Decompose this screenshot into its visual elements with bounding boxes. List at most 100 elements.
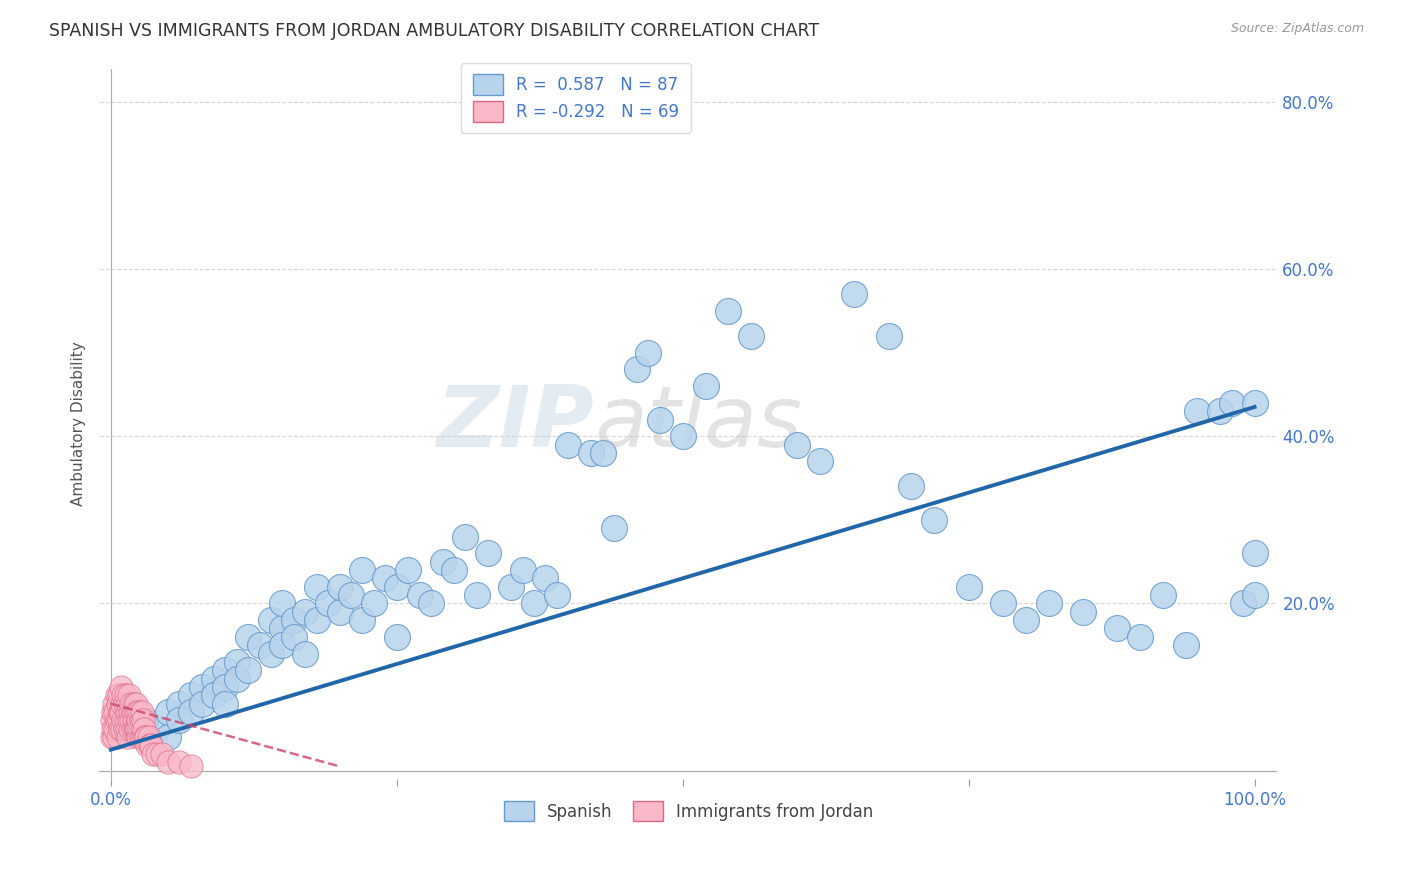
Point	[1187, 404, 1209, 418]
Point	[180, 705, 202, 719]
Point	[107, 697, 129, 711]
Point	[808, 454, 831, 468]
Point	[120, 714, 142, 728]
Point	[271, 596, 294, 610]
Point	[1232, 596, 1254, 610]
Point	[131, 722, 153, 736]
Point	[114, 722, 136, 736]
Point	[114, 714, 136, 728]
Point	[260, 647, 283, 661]
Point	[202, 689, 225, 703]
Point	[105, 714, 128, 728]
Point	[523, 596, 546, 610]
Point	[134, 730, 156, 744]
Point	[131, 705, 153, 719]
Point	[924, 513, 946, 527]
Point	[396, 563, 419, 577]
Point	[786, 437, 808, 451]
Point	[101, 722, 124, 736]
Point	[717, 304, 740, 318]
Point	[107, 730, 129, 744]
Point	[118, 714, 141, 728]
Point	[103, 730, 125, 744]
Point	[465, 588, 488, 602]
Point	[157, 755, 180, 769]
Point	[316, 596, 339, 610]
Point	[271, 622, 294, 636]
Point	[1129, 630, 1152, 644]
Point	[134, 714, 156, 728]
Point	[108, 689, 131, 703]
Point	[877, 329, 900, 343]
Point	[1243, 588, 1265, 602]
Point	[103, 697, 125, 711]
Point	[122, 714, 145, 728]
Point	[112, 714, 135, 728]
Point	[110, 705, 132, 719]
Point	[117, 697, 139, 711]
Point	[385, 580, 408, 594]
Point	[157, 705, 180, 719]
Point	[135, 730, 157, 744]
Point	[112, 689, 135, 703]
Text: Source: ZipAtlas.com: Source: ZipAtlas.com	[1230, 22, 1364, 36]
Point	[1071, 605, 1094, 619]
Point	[114, 689, 136, 703]
Point	[305, 613, 328, 627]
Point	[180, 759, 202, 773]
Point	[501, 580, 523, 594]
Point	[108, 722, 131, 736]
Point	[579, 446, 602, 460]
Point	[125, 722, 148, 736]
Point	[125, 697, 148, 711]
Point	[305, 580, 328, 594]
Point	[603, 521, 626, 535]
Point	[695, 379, 717, 393]
Point	[557, 437, 579, 451]
Point	[443, 563, 465, 577]
Point	[132, 714, 155, 728]
Point	[120, 697, 142, 711]
Point	[271, 638, 294, 652]
Point	[546, 588, 568, 602]
Point	[120, 705, 142, 719]
Point	[139, 739, 162, 753]
Point	[127, 722, 149, 736]
Point	[132, 722, 155, 736]
Point	[104, 705, 127, 719]
Point	[136, 739, 159, 753]
Point	[420, 596, 443, 610]
Point	[122, 697, 145, 711]
Point	[249, 638, 271, 652]
Point	[672, 429, 695, 443]
Point	[104, 722, 127, 736]
Point	[138, 730, 160, 744]
Text: SPANISH VS IMMIGRANTS FROM JORDAN AMBULATORY DISABILITY CORRELATION CHART: SPANISH VS IMMIGRANTS FROM JORDAN AMBULA…	[49, 22, 820, 40]
Point	[1209, 404, 1232, 418]
Point	[127, 730, 149, 744]
Point	[283, 630, 305, 644]
Text: atlas: atlas	[595, 382, 803, 466]
Point	[340, 588, 363, 602]
Point	[105, 689, 128, 703]
Point	[169, 755, 191, 769]
Point	[626, 362, 648, 376]
Point	[236, 663, 259, 677]
Point	[150, 747, 173, 761]
Point	[128, 705, 150, 719]
Point	[127, 705, 149, 719]
Point	[408, 588, 430, 602]
Point	[101, 714, 124, 728]
Point	[129, 730, 152, 744]
Point	[1107, 622, 1129, 636]
Point	[115, 705, 138, 719]
Point	[352, 563, 374, 577]
Point	[385, 630, 408, 644]
Point	[352, 613, 374, 627]
Point	[1038, 596, 1060, 610]
Y-axis label: Ambulatory Disability: Ambulatory Disability	[72, 342, 86, 506]
Point	[236, 630, 259, 644]
Point	[169, 697, 191, 711]
Point	[117, 730, 139, 744]
Point	[512, 563, 534, 577]
